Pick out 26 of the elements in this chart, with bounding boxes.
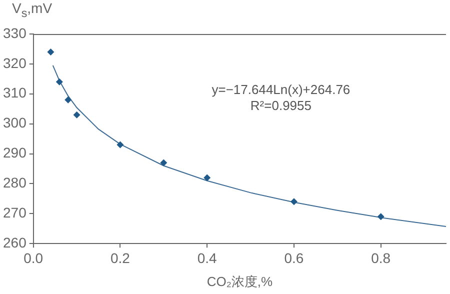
y-tick-label: 270: [3, 204, 27, 221]
y-tick-label: 290: [3, 144, 27, 161]
y-axis-title: V$_{s}$,mV: [12, 0, 52, 20]
y-tick-label: 280: [3, 174, 27, 191]
x-tick-label: 0.2: [110, 250, 130, 266]
y-tick-label: 260: [3, 234, 27, 250]
point: [204, 174, 211, 182]
x-axis-title: CO₂浓度,%: [206, 274, 273, 289]
point: [160, 159, 168, 166]
x-tick-label: 0.4: [197, 250, 218, 266]
point: [116, 141, 124, 148]
point: [56, 78, 63, 86]
y-tick-label: 300: [3, 114, 27, 131]
y-tick-label: 310: [3, 84, 27, 101]
y-tick-label: 320: [3, 54, 27, 71]
x-tick-label: 0.0: [24, 250, 44, 266]
annotation: y=−17.644Ln(x)+264.76: [212, 82, 350, 97]
point: [64, 96, 72, 104]
annotation: R²=0.9955: [250, 98, 312, 113]
point: [47, 48, 54, 56]
x-tick-label: 0.6: [284, 250, 304, 266]
point: [73, 111, 80, 118]
x-tick-label: 0.8: [371, 250, 391, 266]
point: [290, 198, 298, 206]
y-tick-label: 330: [3, 24, 27, 41]
point: [377, 213, 384, 220]
